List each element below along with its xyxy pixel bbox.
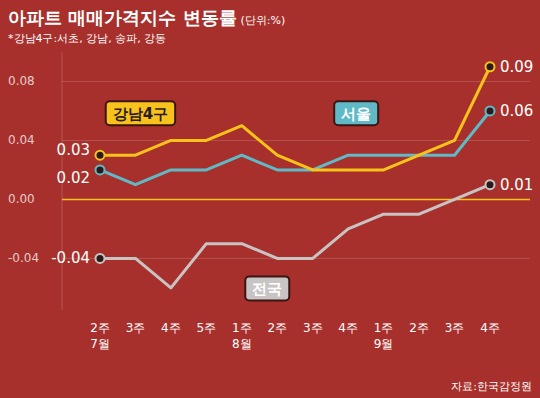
- x-tick-label: 3주: [126, 321, 146, 335]
- x-tick-label-line: 2주: [409, 321, 429, 335]
- grid-line: [62, 199, 530, 201]
- x-tick-label: 1주8월: [232, 321, 252, 351]
- x-tick-label-line: 1주: [232, 321, 252, 335]
- data-label: 0.09: [500, 58, 533, 76]
- x-tick-label: 4주: [161, 321, 181, 335]
- marker: [96, 151, 105, 160]
- series-name-box: 전국: [245, 276, 289, 300]
- marker: [96, 254, 105, 263]
- x-tick-label-line: 2주: [267, 321, 287, 335]
- x-tick-label-line: 4주: [338, 321, 358, 335]
- series-name: 강남4구: [113, 105, 168, 123]
- x-tick-label-line: 7월: [90, 337, 110, 351]
- x-tick-label: 1주9월: [374, 321, 394, 351]
- marker: [486, 180, 495, 189]
- data-label: 0.02: [57, 169, 90, 187]
- series-name: 서울: [341, 105, 371, 123]
- series-name-bg: [245, 276, 289, 300]
- series-name-box: 강남4구: [106, 101, 175, 125]
- data-label: 0.01: [500, 176, 533, 194]
- data-label: 0.03: [57, 141, 90, 159]
- y-tick-label: 0.00: [8, 192, 35, 206]
- background: [0, 0, 540, 398]
- title: 아파트 매매가격지수 변동률: [8, 7, 237, 28]
- marks: [96, 62, 495, 288]
- series-name-bg: [334, 101, 378, 125]
- x-tick-label-line: 9월: [374, 337, 394, 351]
- grid-line: [62, 81, 530, 82]
- x-tick-label-line: 1주: [374, 321, 394, 335]
- x-tick-label-line: 3주: [445, 321, 465, 335]
- y-tick-label: -0.04: [8, 251, 39, 265]
- x-tick-label-line: 2주: [90, 321, 110, 335]
- x-tick-label: 2주: [267, 321, 287, 335]
- x-tick-label: 3주: [303, 321, 323, 335]
- unit-label: (단위:%): [241, 14, 286, 27]
- x-tick-label-line: 4주: [480, 321, 500, 335]
- data-label: -0.04: [51, 249, 90, 267]
- labels: 0.03 0.09 0.02 0.06 -0.04 0.01 강남4구 서울전국: [51, 58, 533, 301]
- x-tick-label: 2주: [409, 321, 429, 335]
- marker: [96, 165, 105, 174]
- chart: 아파트 매매가격지수 변동률 (단위:%) *강남4구:서초, 강남, 송파, 강동…: [0, 0, 540, 398]
- x-tick-label-line: 8월: [232, 337, 252, 351]
- subtitle: *강남4구:서초, 강남, 송파, 강동: [8, 32, 166, 45]
- series-line: [100, 67, 490, 170]
- x-tick-label-line: 3주: [126, 321, 146, 335]
- grid-line: [62, 140, 530, 141]
- data-label: 0.06: [500, 102, 533, 120]
- x-tick-label-line: 3주: [303, 321, 323, 335]
- x-tick-label: 4주: [480, 321, 500, 335]
- x-tick-label-line: 4주: [161, 321, 181, 335]
- x-tick-label: 2주7월: [90, 321, 110, 351]
- series-line: [100, 185, 490, 288]
- series-name: 전국: [252, 280, 282, 298]
- marker: [486, 106, 495, 115]
- y-tick-label: 0.08: [8, 74, 35, 88]
- x-tick-label: 3주: [445, 321, 465, 335]
- y-tick-label: 0.04: [8, 133, 35, 147]
- series-name-box: 서울: [334, 101, 378, 125]
- source: 자료:한국감정원: [451, 380, 532, 393]
- x-tick-label: 4주: [338, 321, 358, 335]
- marker: [486, 62, 495, 71]
- x-tick-label-line: 5주: [197, 321, 217, 335]
- series-name-bg: [106, 101, 175, 125]
- x-tick-label: 5주: [197, 321, 217, 335]
